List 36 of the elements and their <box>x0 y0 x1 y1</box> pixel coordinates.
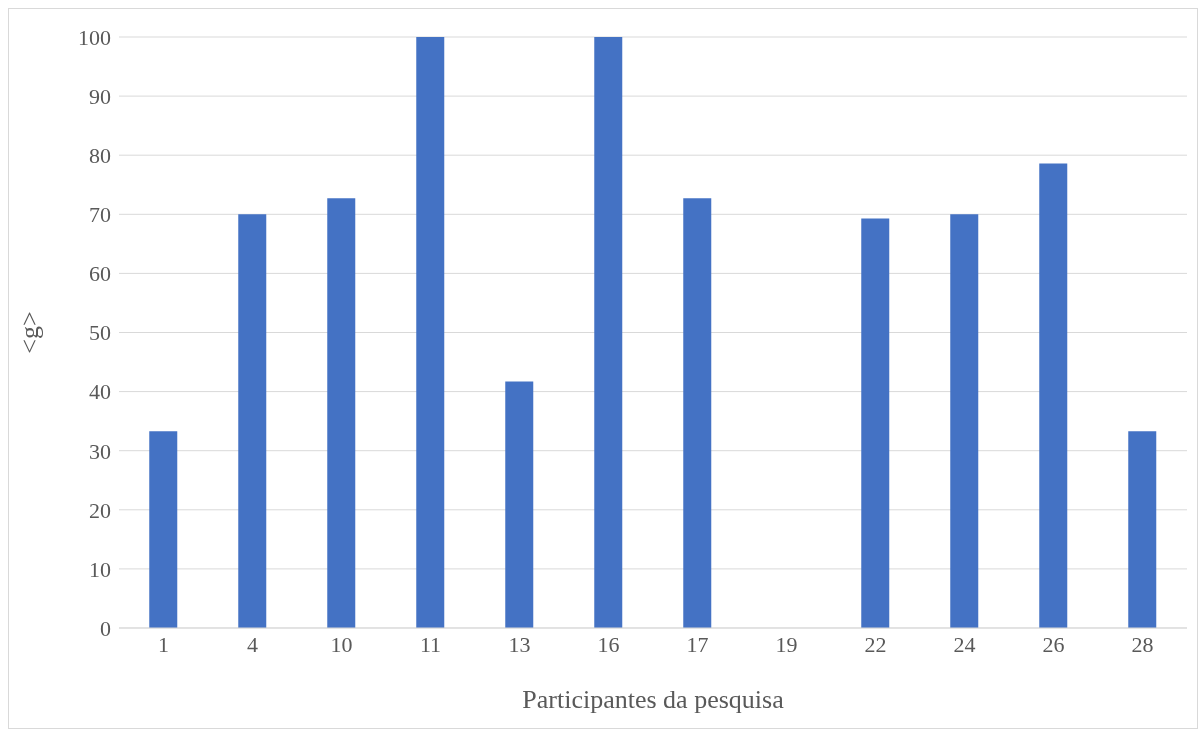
x-tick-label: 24 <box>953 631 976 657</box>
x-axis-title: Participantes da pesquisa <box>522 685 785 714</box>
x-tick-label: 22 <box>864 631 887 657</box>
x-tick-label: 17 <box>686 631 709 657</box>
bar <box>149 431 178 628</box>
y-tick-label: 10 <box>89 556 111 582</box>
x-tick-label: 10 <box>330 631 353 657</box>
y-tick-label: 20 <box>89 497 111 523</box>
bar <box>950 214 979 628</box>
y-axis-title: <g> <box>15 311 45 354</box>
bar <box>416 37 445 628</box>
y-tick-label: 100 <box>78 24 111 50</box>
x-tick-label: 19 <box>775 631 798 657</box>
x-tick-label: 16 <box>597 631 620 657</box>
bar <box>861 218 890 628</box>
y-tick-label: 0 <box>100 615 111 641</box>
bar <box>594 37 623 628</box>
x-tick-label: 1 <box>158 631 169 657</box>
bar <box>238 214 267 628</box>
y-tick-label: 60 <box>89 261 111 287</box>
y-tick-label: 80 <box>89 143 111 169</box>
x-tick-label: 28 <box>1131 631 1154 657</box>
bar <box>1039 163 1068 628</box>
x-tick-label: 4 <box>247 631 258 657</box>
x-tick-label: 26 <box>1042 631 1065 657</box>
y-tick-label: 50 <box>89 320 111 346</box>
x-tick-label: 11 <box>419 631 442 657</box>
y-tick-label: 90 <box>89 83 111 109</box>
bar <box>1128 431 1157 628</box>
y-tick-label: 70 <box>89 202 111 228</box>
bar <box>683 198 712 628</box>
y-tick-label: 30 <box>89 438 111 464</box>
bar <box>327 198 356 628</box>
x-tick-label: 13 <box>508 631 531 657</box>
y-tick-label: 40 <box>89 379 111 405</box>
bar <box>505 381 534 628</box>
